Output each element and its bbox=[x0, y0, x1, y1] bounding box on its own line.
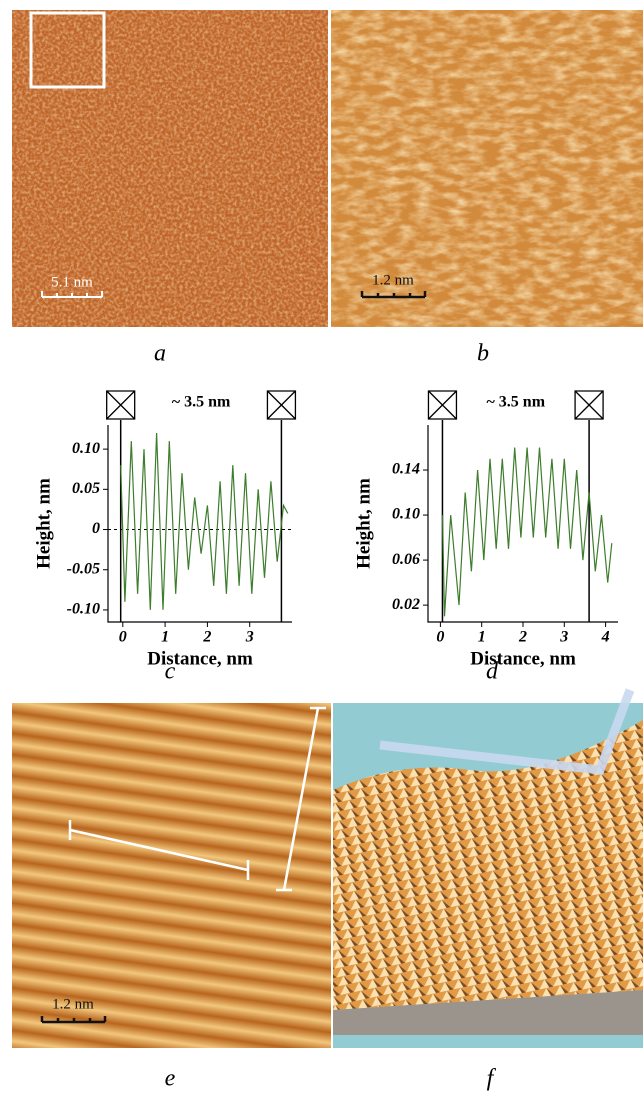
x-tick-label: 0 bbox=[119, 629, 127, 646]
y-tick-label: 0.10 bbox=[392, 506, 420, 523]
x-tick-label: 2 bbox=[202, 629, 211, 646]
cursor-box bbox=[575, 391, 603, 419]
x-tick-label: 4 bbox=[601, 629, 610, 646]
y-tick-label: 0 bbox=[92, 520, 100, 537]
profile-line bbox=[443, 448, 612, 617]
annotation: ~ 3.5 nm bbox=[486, 394, 545, 411]
y-tick-label: -0.10 bbox=[67, 601, 100, 618]
scale-label: 1.2 nm bbox=[372, 272, 414, 288]
panel-label: e bbox=[165, 1066, 176, 1092]
y-tick-label: 0.10 bbox=[72, 440, 100, 457]
x-axis-label: Distance, nm bbox=[470, 648, 576, 669]
figure: 5.1 nm 1.2 nm a b c d 1.2 nm e f -0.10-0… bbox=[0, 0, 643, 1093]
x-tick-label: 1 bbox=[161, 629, 169, 646]
x-tick-label: 3 bbox=[245, 629, 254, 646]
panel-label: a bbox=[154, 341, 166, 367]
cursor-box bbox=[107, 391, 135, 419]
cursor-box bbox=[267, 391, 295, 419]
y-tick-label: 0.14 bbox=[392, 461, 420, 478]
y-tick-label: -0.05 bbox=[67, 560, 100, 577]
y-tick-label: 0.05 bbox=[72, 480, 100, 497]
scale-label: 5.1 nm bbox=[51, 274, 93, 290]
annotation: ~ 3.5 nm bbox=[172, 394, 231, 411]
y-tick-label: 0.06 bbox=[392, 551, 420, 568]
y-axis-label: Height, nm bbox=[353, 478, 374, 569]
scale-label: 1.2 nm bbox=[52, 996, 94, 1012]
axes bbox=[108, 425, 292, 622]
panel-label: b bbox=[477, 341, 489, 367]
x-axis-label: Distance, nm bbox=[147, 648, 253, 669]
profile-line bbox=[121, 433, 288, 610]
panel-label: f bbox=[487, 1066, 497, 1092]
cursor-box bbox=[428, 391, 456, 419]
y-axis-label: Height, nm bbox=[33, 478, 54, 569]
x-tick-label: 2 bbox=[518, 629, 527, 646]
x-tick-label: 1 bbox=[478, 629, 486, 646]
y-tick-label: 0.02 bbox=[392, 596, 420, 613]
x-tick-label: 0 bbox=[436, 629, 444, 646]
x-tick-label: 3 bbox=[559, 629, 568, 646]
